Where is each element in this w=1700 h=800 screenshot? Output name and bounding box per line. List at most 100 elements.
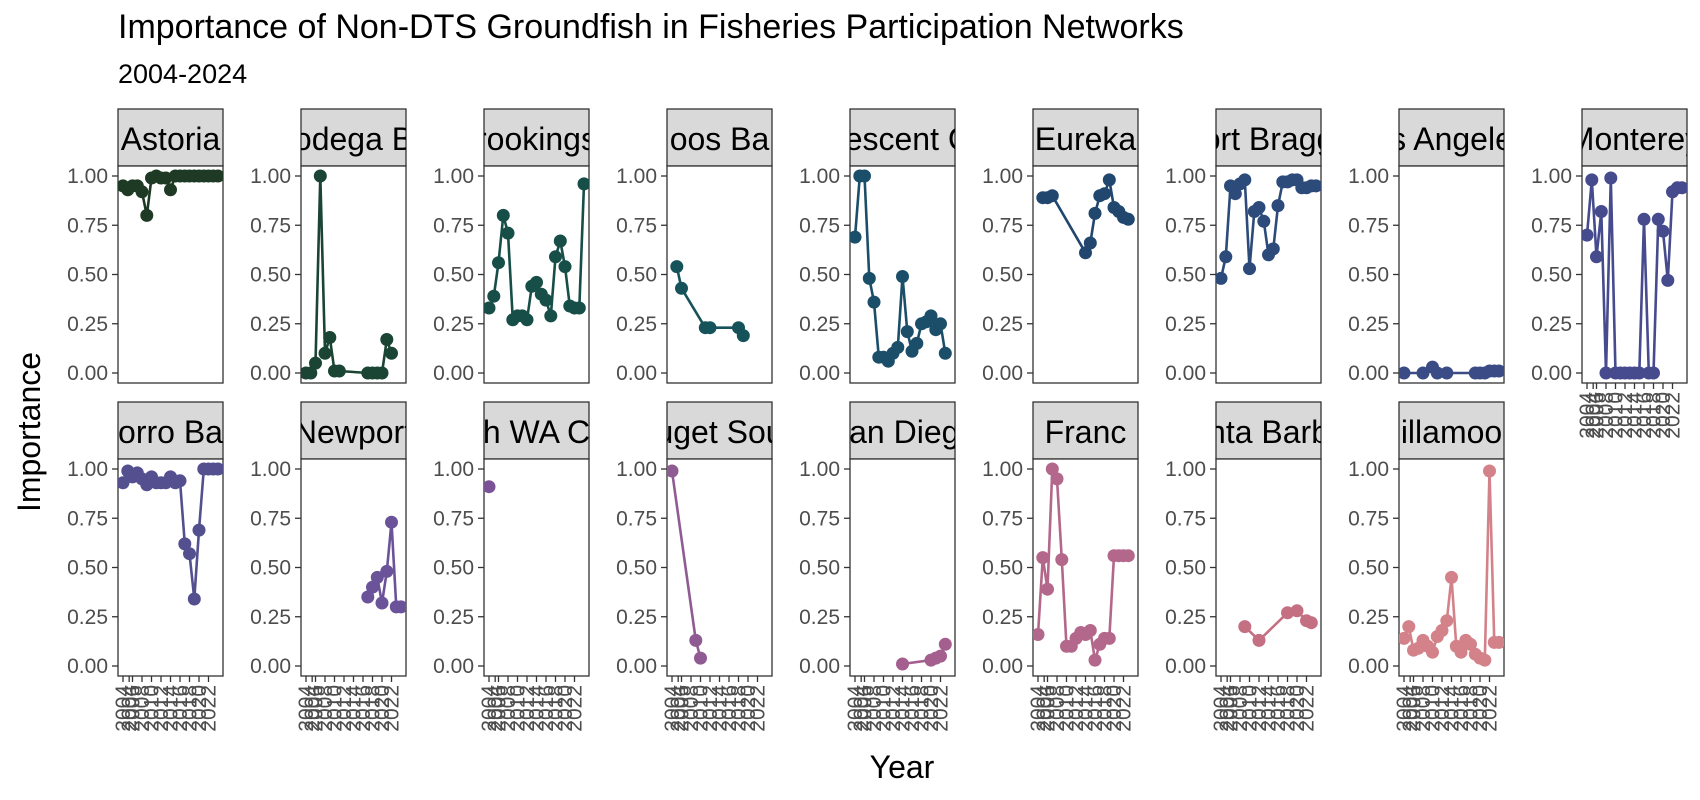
x-tick-label: 2018 xyxy=(1277,685,1300,732)
facet-panel xyxy=(483,458,590,677)
y-tick-label: 0.75 xyxy=(433,507,474,530)
y-tick-label: 1.00 xyxy=(433,458,474,481)
series-los-angeles xyxy=(1399,360,1504,380)
y-tick-label: 0.75 xyxy=(67,214,108,237)
data-point xyxy=(938,637,952,651)
data-point xyxy=(1088,653,1102,667)
x-tick-label: 2008 xyxy=(863,685,886,732)
facet-san-francisco: Franc 0.00 0.25 0.50 0.75 1.00 200420042006200… xyxy=(982,401,1139,732)
x-tick-label: 2004 xyxy=(1582,392,1605,439)
data-point xyxy=(1402,620,1416,634)
data-point xyxy=(183,547,196,561)
y-tick-label: 0.50 xyxy=(616,264,657,287)
x-tick-label: 2018 xyxy=(911,685,934,732)
facet-north-wa-coast: h WA C0.000.250.500.751.0020042004200620… xyxy=(433,401,590,732)
data-point xyxy=(1661,273,1675,287)
data-point xyxy=(1102,631,1116,645)
data-point xyxy=(938,346,952,360)
data-point xyxy=(530,275,543,289)
data-point xyxy=(1435,624,1449,637)
data-point xyxy=(1582,228,1594,242)
y-tick-label: 1.00 xyxy=(616,458,657,481)
data-point xyxy=(1454,645,1468,659)
data-point xyxy=(380,333,394,346)
x-tick-label: 2016 xyxy=(1633,392,1656,439)
x-tick-label: 2010 xyxy=(690,685,713,732)
y-tick-label: 0.75 xyxy=(616,214,657,237)
x-tick-label: 2012 xyxy=(516,685,539,732)
x-tick-label: 2004 xyxy=(1216,685,1239,732)
facet-strip xyxy=(1581,108,1688,167)
x-tick-label: 2014 xyxy=(1441,685,1464,732)
y-tick-label: 0.25 xyxy=(1348,313,1389,336)
data-point xyxy=(1083,236,1097,250)
y-tick-label: 0.25 xyxy=(1165,313,1206,336)
y-tick-label: 0.00 xyxy=(799,362,840,385)
y-tick-label: 0.75 xyxy=(67,507,108,530)
y-tick-label: 0.50 xyxy=(1165,557,1206,580)
y-tick-label: 0.00 xyxy=(250,655,291,678)
data-point xyxy=(370,570,384,584)
data-point xyxy=(1309,179,1321,193)
data-point xyxy=(1675,181,1687,195)
facet-strip-label: Astoria xyxy=(121,121,221,157)
y-tick-label: 0.50 xyxy=(982,557,1023,580)
facet-strip xyxy=(1032,401,1139,460)
data-point xyxy=(670,260,684,274)
facet-panel xyxy=(666,458,773,677)
data-point xyxy=(164,183,177,197)
x-tick-label: 2020 xyxy=(554,685,577,732)
data-point xyxy=(492,256,505,270)
data-point xyxy=(1416,366,1430,380)
x-tick-label: 2020 xyxy=(920,685,943,732)
x-tick-label: 2010 xyxy=(1605,392,1628,439)
data-point xyxy=(1492,635,1504,649)
data-point xyxy=(667,464,679,478)
data-point xyxy=(577,177,589,191)
x-tick-label: 2018 xyxy=(362,685,385,732)
y-tick-label: 0.25 xyxy=(799,313,840,336)
data-point xyxy=(211,462,223,476)
y-tick-label: 0.75 xyxy=(1531,214,1572,237)
data-point xyxy=(1632,366,1646,380)
x-tick-label: 2014 xyxy=(1624,392,1647,439)
y-tick-label: 0.25 xyxy=(1165,606,1206,629)
facet-panel xyxy=(1215,458,1322,677)
y-tick-label: 0.25 xyxy=(433,313,474,336)
x-axis-label: Year xyxy=(870,749,935,785)
data-point xyxy=(380,564,394,578)
y-tick-label: 0.50 xyxy=(1531,264,1572,287)
series-monterey xyxy=(1582,171,1687,380)
data-point xyxy=(1041,582,1054,596)
series-puget-sound xyxy=(667,464,707,665)
x-tick-label: 2016 xyxy=(1084,685,1107,732)
x-tick-label: 2022 xyxy=(1479,685,1502,732)
data-point xyxy=(1050,472,1064,486)
data-point xyxy=(1088,206,1102,220)
series-crescent-city xyxy=(850,169,952,368)
x-tick-label: 2020 xyxy=(1103,685,1126,732)
data-point xyxy=(1637,212,1651,226)
y-tick-label: 0.75 xyxy=(616,507,657,530)
data-point xyxy=(496,208,510,222)
facet-eureka: Eureka 0.00 0.25 0.50 0.75 1.00 xyxy=(982,108,1139,385)
data-point xyxy=(858,169,871,183)
x-tick-label: 2010 xyxy=(1239,685,1262,732)
y-tick-label: 1.00 xyxy=(250,165,291,188)
facet-strip xyxy=(849,108,956,167)
y-tick-label: 0.25 xyxy=(982,606,1023,629)
data-point xyxy=(1445,570,1458,584)
x-tick-label: 2016 xyxy=(718,685,741,732)
x-tick-label: 2022 xyxy=(1662,392,1685,439)
y-tick-label: 1.00 xyxy=(1348,165,1389,188)
data-point xyxy=(544,309,558,323)
y-tick-label: 1.00 xyxy=(1165,165,1206,188)
x-tick-label: 2006 xyxy=(1037,685,1060,732)
data-point xyxy=(1036,551,1050,565)
data-point xyxy=(896,657,909,671)
x-tick-label: 2022 xyxy=(381,685,404,732)
data-point xyxy=(1219,250,1233,264)
x-tick-label: 2018 xyxy=(545,685,568,732)
y-tick-label: 0.50 xyxy=(250,557,291,580)
data-point xyxy=(178,537,192,551)
